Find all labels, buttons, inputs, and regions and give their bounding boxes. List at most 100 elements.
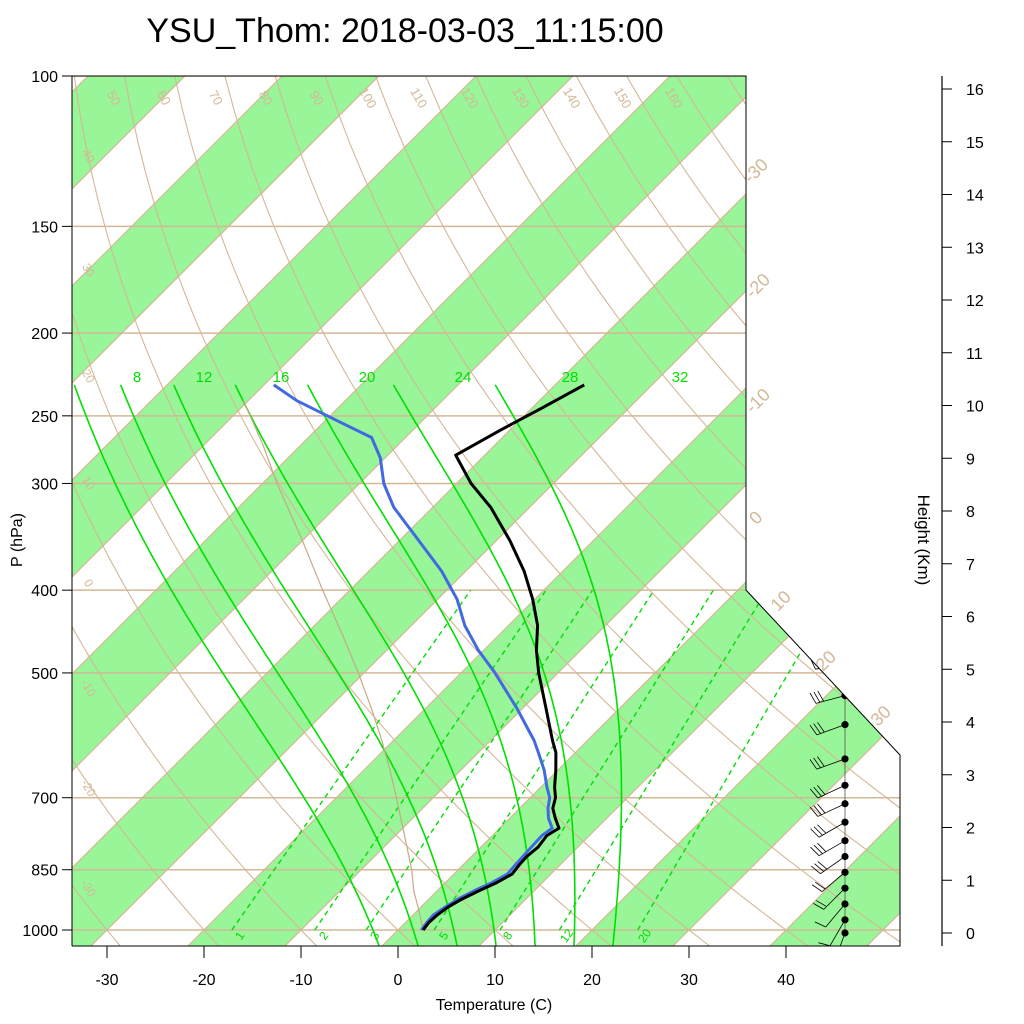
dry-adiabat-label: -20 xyxy=(78,777,99,799)
x-tick-label: 40 xyxy=(777,972,795,989)
isotherm-label: -30 xyxy=(739,154,772,187)
wind-barb xyxy=(823,887,846,910)
wind-barb xyxy=(818,821,846,838)
wind-barb-flag xyxy=(810,600,816,612)
axes: -30 -20 -10 0 10 20 30 401001502002503004005007… xyxy=(22,69,983,989)
temperature-band xyxy=(72,76,379,946)
plot-area xyxy=(0,76,900,961)
mixing-ratio-label: 2 xyxy=(316,929,331,943)
y-tick-label: 850 xyxy=(31,863,58,880)
wind-barb-flag xyxy=(813,757,821,769)
height-dot xyxy=(841,818,849,826)
height-dot-open xyxy=(841,76,849,83)
wind-profile xyxy=(809,76,849,961)
wind-barb xyxy=(820,856,846,875)
wind-barb-flag xyxy=(823,457,828,469)
wind-barb xyxy=(815,542,846,546)
height-tick-label: 15 xyxy=(966,135,984,152)
height-dot-open xyxy=(841,380,849,388)
height-dot xyxy=(841,884,849,892)
isotherm xyxy=(185,76,900,946)
height-tick-label: 14 xyxy=(966,188,984,205)
mixing-ratio-8 xyxy=(499,589,714,931)
isotherm-label: 0 xyxy=(745,507,766,528)
x-tick-label: 10 xyxy=(486,972,504,989)
moist-adiabat-28 xyxy=(392,384,576,946)
wind-barb-flag xyxy=(822,532,828,545)
height-dot-open xyxy=(841,212,849,220)
height-tick-label: 9 xyxy=(966,451,975,468)
wind-barb-flag xyxy=(811,383,816,396)
wind-barb-flag xyxy=(813,903,824,910)
dry-adiabat-label: 150 xyxy=(611,85,635,111)
wind-barb-flag xyxy=(817,341,820,354)
wind-barb-flag xyxy=(810,828,820,838)
height-dot xyxy=(841,852,849,861)
wind-barb xyxy=(829,919,846,946)
height-dot xyxy=(841,449,849,457)
moist-adiabat-24 xyxy=(306,384,536,946)
wind-barb-flag xyxy=(815,457,820,469)
dry-adiabat xyxy=(425,76,900,946)
y-tick-label: 300 xyxy=(31,476,58,493)
height-dot xyxy=(841,929,849,937)
dry-adiabat xyxy=(776,76,900,946)
wind-barb xyxy=(815,605,846,612)
height-tick-label: 12 xyxy=(966,293,984,310)
wind-barb-flag xyxy=(815,881,826,890)
wind-barb-flag xyxy=(811,884,823,892)
wind-barb-flag xyxy=(810,533,816,546)
moist-adiabat-label: 12 xyxy=(196,369,213,386)
height-dot xyxy=(841,127,849,135)
height-tick-label: 7 xyxy=(966,557,975,574)
mixing-ratio-label: 8 xyxy=(500,929,515,943)
mixing-ratio-lines xyxy=(231,589,838,931)
wind-barb-flag xyxy=(818,942,831,946)
isotherm xyxy=(72,76,574,946)
temperature-profile xyxy=(421,383,585,931)
wind-barb-flag xyxy=(809,806,819,817)
wind-barb-flag xyxy=(817,803,826,814)
height-dot xyxy=(841,868,849,876)
height-tick-label: 16 xyxy=(966,82,984,99)
wind-barb xyxy=(815,352,846,359)
dewpoint-profile xyxy=(272,383,554,931)
x-tick-label: -30 xyxy=(95,972,118,989)
isotherm xyxy=(72,76,283,946)
y-tick-label: 150 xyxy=(31,219,58,236)
height-tick-label: 6 xyxy=(966,610,975,627)
dry-adiabat xyxy=(72,76,516,946)
height-dot xyxy=(841,837,849,845)
temperature-bands xyxy=(72,76,900,946)
temperature-band xyxy=(185,76,900,946)
temperature-band xyxy=(573,76,900,946)
dry-adiabat xyxy=(274,76,900,946)
x-axis-label: Temperature (C) xyxy=(436,997,552,1014)
height-tick-label: 1 xyxy=(966,873,975,890)
height-dot xyxy=(841,755,849,763)
y-tick-label: 700 xyxy=(31,791,58,808)
moist-adiabat-20 xyxy=(234,384,498,946)
wind-barb-flag xyxy=(810,865,821,875)
y-tick-label: 500 xyxy=(31,666,58,683)
mixing-ratio-5 xyxy=(433,589,655,931)
wind-barb-flag xyxy=(823,960,835,961)
wind-barb xyxy=(818,840,846,857)
moist-adiabat-12 xyxy=(119,384,420,946)
wind-barb xyxy=(816,724,846,736)
height-tick-label: 11 xyxy=(966,346,983,363)
dry-adiabat-label: 60 xyxy=(154,88,174,108)
dry-adiabat xyxy=(174,76,811,946)
wind-barb-flag xyxy=(814,533,820,546)
isotherm-label: 10 xyxy=(767,587,795,615)
isotherms xyxy=(72,76,900,946)
dry-adiabat xyxy=(72,76,221,946)
chart-title: YSU_Thom: 2018-03-03_11:15:00 xyxy=(146,12,663,50)
dry-adiabat xyxy=(0,76,24,948)
mixing-ratio-2 xyxy=(314,589,547,931)
dry-adiabat-label: 90 xyxy=(307,88,327,108)
isotherm xyxy=(573,76,900,946)
wind-barb-flag xyxy=(813,844,823,854)
parcel-profile xyxy=(242,400,424,931)
x-tick-label: 30 xyxy=(680,972,698,989)
